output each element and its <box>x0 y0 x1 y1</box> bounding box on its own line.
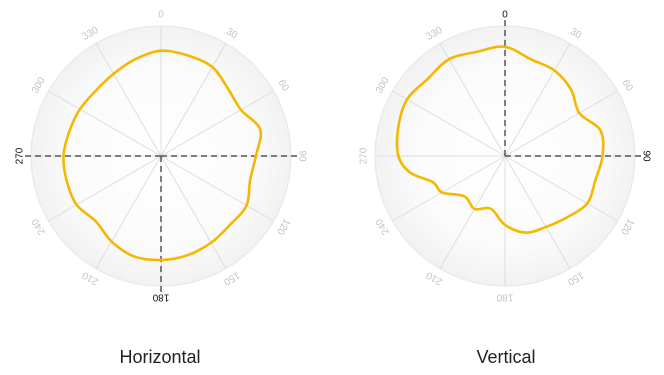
angle-label-180: 180 <box>496 292 513 303</box>
angle-label-120: 120 <box>274 217 292 237</box>
polar-chart-vertical: 0 30 60 90 120 150 180 210 240 270 300 330 <box>359 10 652 303</box>
chart-title-vertical: Vertical <box>476 347 536 367</box>
angle-label-0: 0 <box>502 10 508 21</box>
angle-label-30: 30 <box>568 26 584 41</box>
angle-label-240: 240 <box>374 216 392 236</box>
angle-label-300: 300 <box>374 75 392 95</box>
spoke-210 <box>95 155 162 269</box>
angle-label-60: 60 <box>620 78 635 94</box>
spoke-330 <box>95 43 162 157</box>
spoke-330 <box>439 43 506 157</box>
spoke-60 <box>504 90 618 157</box>
spoke-30 <box>504 43 571 157</box>
pattern-trace-horizontal <box>62 49 263 262</box>
spoke-30 <box>160 43 227 157</box>
spoke-300 <box>392 90 506 157</box>
angle-label-330: 330 <box>81 25 101 43</box>
angle-label-270: 270 <box>359 147 370 164</box>
polar-chart-horizontal: 0 30 60 90 120 150 180 210 240 270 300 330 <box>15 10 308 303</box>
spoke-300 <box>48 90 162 157</box>
spoke-120 <box>160 155 274 222</box>
angle-label-30: 30 <box>224 26 240 41</box>
angle-label-120: 120 <box>618 217 636 237</box>
spoke-240 <box>392 155 506 222</box>
chart-title-horizontal: Horizontal <box>119 347 201 367</box>
angle-label-180: 180 <box>152 292 169 303</box>
angle-label-90: 90 <box>297 150 308 162</box>
angle-label-330: 330 <box>425 25 445 43</box>
spoke-150 <box>504 155 571 269</box>
angle-label-150: 150 <box>221 269 241 287</box>
angle-label-270: 270 <box>15 147 26 164</box>
spoke-60 <box>160 90 274 157</box>
angle-label-240: 240 <box>30 216 48 236</box>
spoke-240 <box>48 155 162 222</box>
angle-label-60: 60 <box>276 78 291 94</box>
pattern-trace-vertical <box>395 45 605 234</box>
angle-label-150: 150 <box>565 269 585 287</box>
angle-label-90: 90 <box>641 150 652 162</box>
angle-label-0: 0 <box>158 10 164 21</box>
spoke-120 <box>504 155 618 222</box>
angle-label-210: 210 <box>80 269 100 287</box>
spoke-210 <box>439 155 506 269</box>
angle-label-210: 210 <box>424 269 444 287</box>
spoke-150 <box>160 155 227 269</box>
angle-label-300: 300 <box>30 75 48 95</box>
